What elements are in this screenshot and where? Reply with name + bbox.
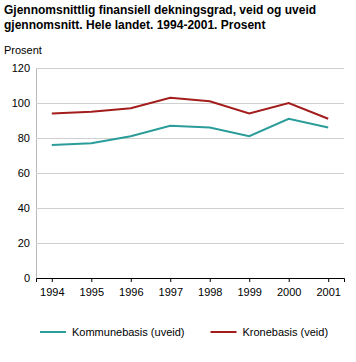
y-axis-title: Prosent bbox=[4, 44, 42, 56]
x-tick-label: 2001 bbox=[316, 286, 340, 298]
y-tick-label: 60 bbox=[18, 167, 30, 179]
y-axis: 0 20 40 60 80 100 120 bbox=[12, 62, 344, 284]
series-line bbox=[52, 119, 328, 145]
x-tick: 1998 bbox=[198, 278, 222, 298]
x-axis: 1994 1995 1996 1997 1998 1999 2000 2001 bbox=[37, 278, 345, 298]
y-tick-label: 40 bbox=[18, 202, 30, 214]
x-tick: 1994 bbox=[40, 278, 64, 298]
y-tick-label: 120 bbox=[12, 62, 30, 74]
y-tick-label: 100 bbox=[12, 97, 30, 109]
y-tick: 60 bbox=[18, 167, 344, 179]
x-tick-label: 1998 bbox=[198, 286, 222, 298]
x-tick-mark bbox=[249, 278, 250, 282]
x-tick-label: 1994 bbox=[40, 286, 64, 298]
y-tick: 80 bbox=[18, 132, 344, 144]
y-tick: 120 bbox=[12, 62, 344, 74]
lines bbox=[52, 98, 328, 145]
x-tick-mark bbox=[170, 278, 171, 282]
x-tick: 1995 bbox=[80, 278, 104, 298]
series-line bbox=[52, 98, 328, 119]
legend-item: Kronebasis (veid) bbox=[211, 326, 329, 338]
x-tick-mark bbox=[289, 278, 290, 282]
legend-swatch bbox=[40, 331, 66, 333]
grid-line bbox=[36, 103, 344, 104]
x-tick-mark bbox=[131, 278, 132, 282]
x-tick-label: 1997 bbox=[159, 286, 183, 298]
grid-line bbox=[36, 68, 344, 69]
y-axis-line bbox=[37, 69, 345, 279]
x-tick-label: 2000 bbox=[277, 286, 301, 298]
grid-line bbox=[36, 243, 344, 244]
title: Gjennomsnittlig finansiell dekningsgrad,… bbox=[4, 3, 316, 32]
x-tick-label: 1996 bbox=[119, 286, 143, 298]
x-tick: 2001 bbox=[316, 278, 340, 298]
x-tick-mark bbox=[52, 278, 53, 282]
y-tick-label: 80 bbox=[18, 132, 30, 144]
y-tick: 40 bbox=[18, 202, 344, 214]
y-tick-label: 20 bbox=[18, 237, 30, 249]
x-tick: 1996 bbox=[119, 278, 143, 298]
x-tick-mark bbox=[91, 278, 92, 282]
x-tick: 2000 bbox=[277, 278, 301, 298]
legend: Kommunebasis (uveid) Kronebasis (veid) bbox=[40, 326, 328, 338]
x-tick: 1999 bbox=[237, 278, 261, 298]
plot: 0 20 40 60 80 100 120 1994 1995 1996 1997 1998 1999 2… bbox=[12, 62, 345, 298]
y-tick: 0 bbox=[24, 272, 344, 284]
grid-line bbox=[36, 208, 344, 209]
grid-line bbox=[36, 173, 344, 174]
legend-label: Kronebasis (veid) bbox=[243, 326, 329, 338]
x-axis-line bbox=[37, 279, 345, 283]
x-tick-mark bbox=[328, 278, 329, 282]
x-tick-mark bbox=[210, 278, 211, 282]
x-tick: 1997 bbox=[159, 278, 183, 298]
x-tick-label: 1999 bbox=[237, 286, 261, 298]
y-tick: 20 bbox=[18, 237, 344, 249]
grid-line bbox=[36, 138, 344, 139]
legend-swatch bbox=[211, 331, 237, 333]
legend-label: Kommunebasis (uveid) bbox=[72, 326, 185, 338]
legend-item: Kommunebasis (uveid) bbox=[40, 326, 185, 338]
y-tick-label: 0 bbox=[24, 272, 30, 284]
x-tick-label: 1995 bbox=[80, 286, 104, 298]
chart: Gjennomsnittlig finansiell dekningsgrad,… bbox=[0, 0, 356, 362]
